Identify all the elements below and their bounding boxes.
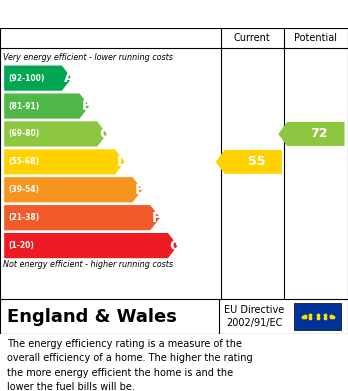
Text: Not energy efficient - higher running costs: Not energy efficient - higher running co…: [3, 260, 174, 269]
Text: Current: Current: [234, 33, 271, 43]
Text: The energy efficiency rating is a measure of the
overall efficiency of a home. T: The energy efficiency rating is a measur…: [7, 339, 253, 391]
Text: E: E: [134, 183, 144, 197]
Text: D: D: [117, 155, 128, 169]
Polygon shape: [216, 150, 282, 174]
Text: B: B: [81, 99, 92, 113]
Text: (1-20): (1-20): [8, 241, 34, 250]
Text: EU Directive
2002/91/EC: EU Directive 2002/91/EC: [224, 305, 284, 328]
Text: (39-54): (39-54): [8, 185, 39, 194]
Text: (69-80): (69-80): [8, 129, 40, 138]
Bar: [294, 303, 341, 330]
Polygon shape: [4, 205, 160, 230]
Text: 72: 72: [310, 127, 328, 140]
Text: 55: 55: [248, 155, 266, 169]
Text: (55-68): (55-68): [8, 157, 39, 167]
Text: Potential: Potential: [294, 33, 337, 43]
Polygon shape: [4, 233, 178, 258]
Text: England & Wales: England & Wales: [7, 308, 177, 326]
Polygon shape: [4, 66, 72, 91]
Polygon shape: [4, 177, 142, 203]
Text: G: G: [170, 239, 181, 253]
Text: F: F: [152, 211, 161, 225]
Polygon shape: [278, 122, 345, 146]
Polygon shape: [4, 121, 107, 147]
Polygon shape: [4, 93, 89, 118]
Text: Very energy efficient - lower running costs: Very energy efficient - lower running co…: [3, 54, 173, 63]
Text: A: A: [64, 71, 74, 85]
Text: Energy Efficiency Rating: Energy Efficiency Rating: [69, 7, 279, 22]
Polygon shape: [4, 149, 125, 174]
Text: (21-38): (21-38): [8, 213, 40, 222]
Text: (92-100): (92-100): [8, 74, 45, 83]
Text: C: C: [99, 127, 109, 141]
Text: (81-91): (81-91): [8, 102, 40, 111]
